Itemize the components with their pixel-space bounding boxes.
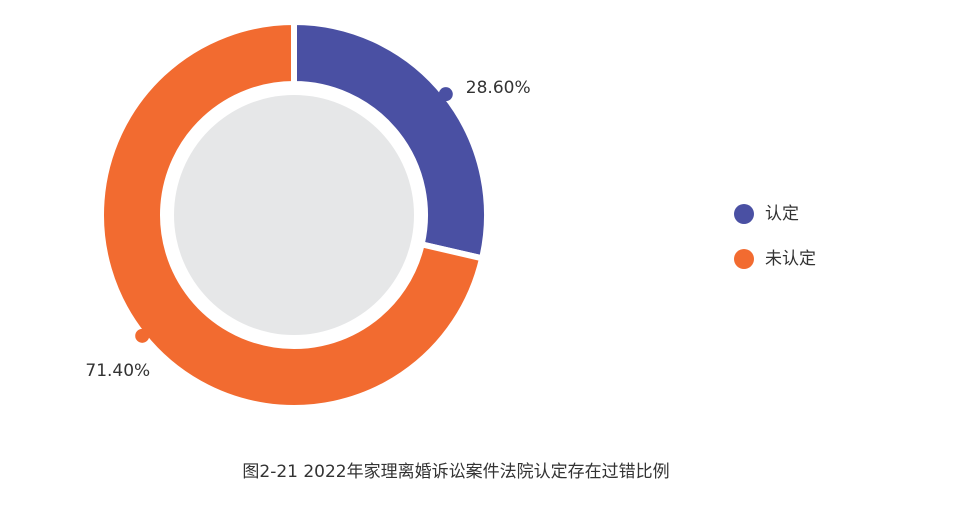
chart-title: 图2-21 2022年家理离婚诉讼案件法院认定存在过错比例 — [242, 462, 669, 482]
legend-label: 认定 — [765, 204, 799, 224]
donut-center — [174, 95, 414, 335]
label-dot — [438, 87, 453, 102]
donut-slice — [98, 18, 486, 411]
donut-slice — [291, 18, 490, 262]
value-label: 71.40% — [85, 361, 150, 381]
label-dot — [135, 328, 150, 343]
legend-swatch — [734, 204, 754, 224]
legend-label: 未认定 — [765, 249, 816, 269]
value-label: 28.60% — [466, 78, 531, 98]
legend-swatch — [734, 249, 754, 269]
